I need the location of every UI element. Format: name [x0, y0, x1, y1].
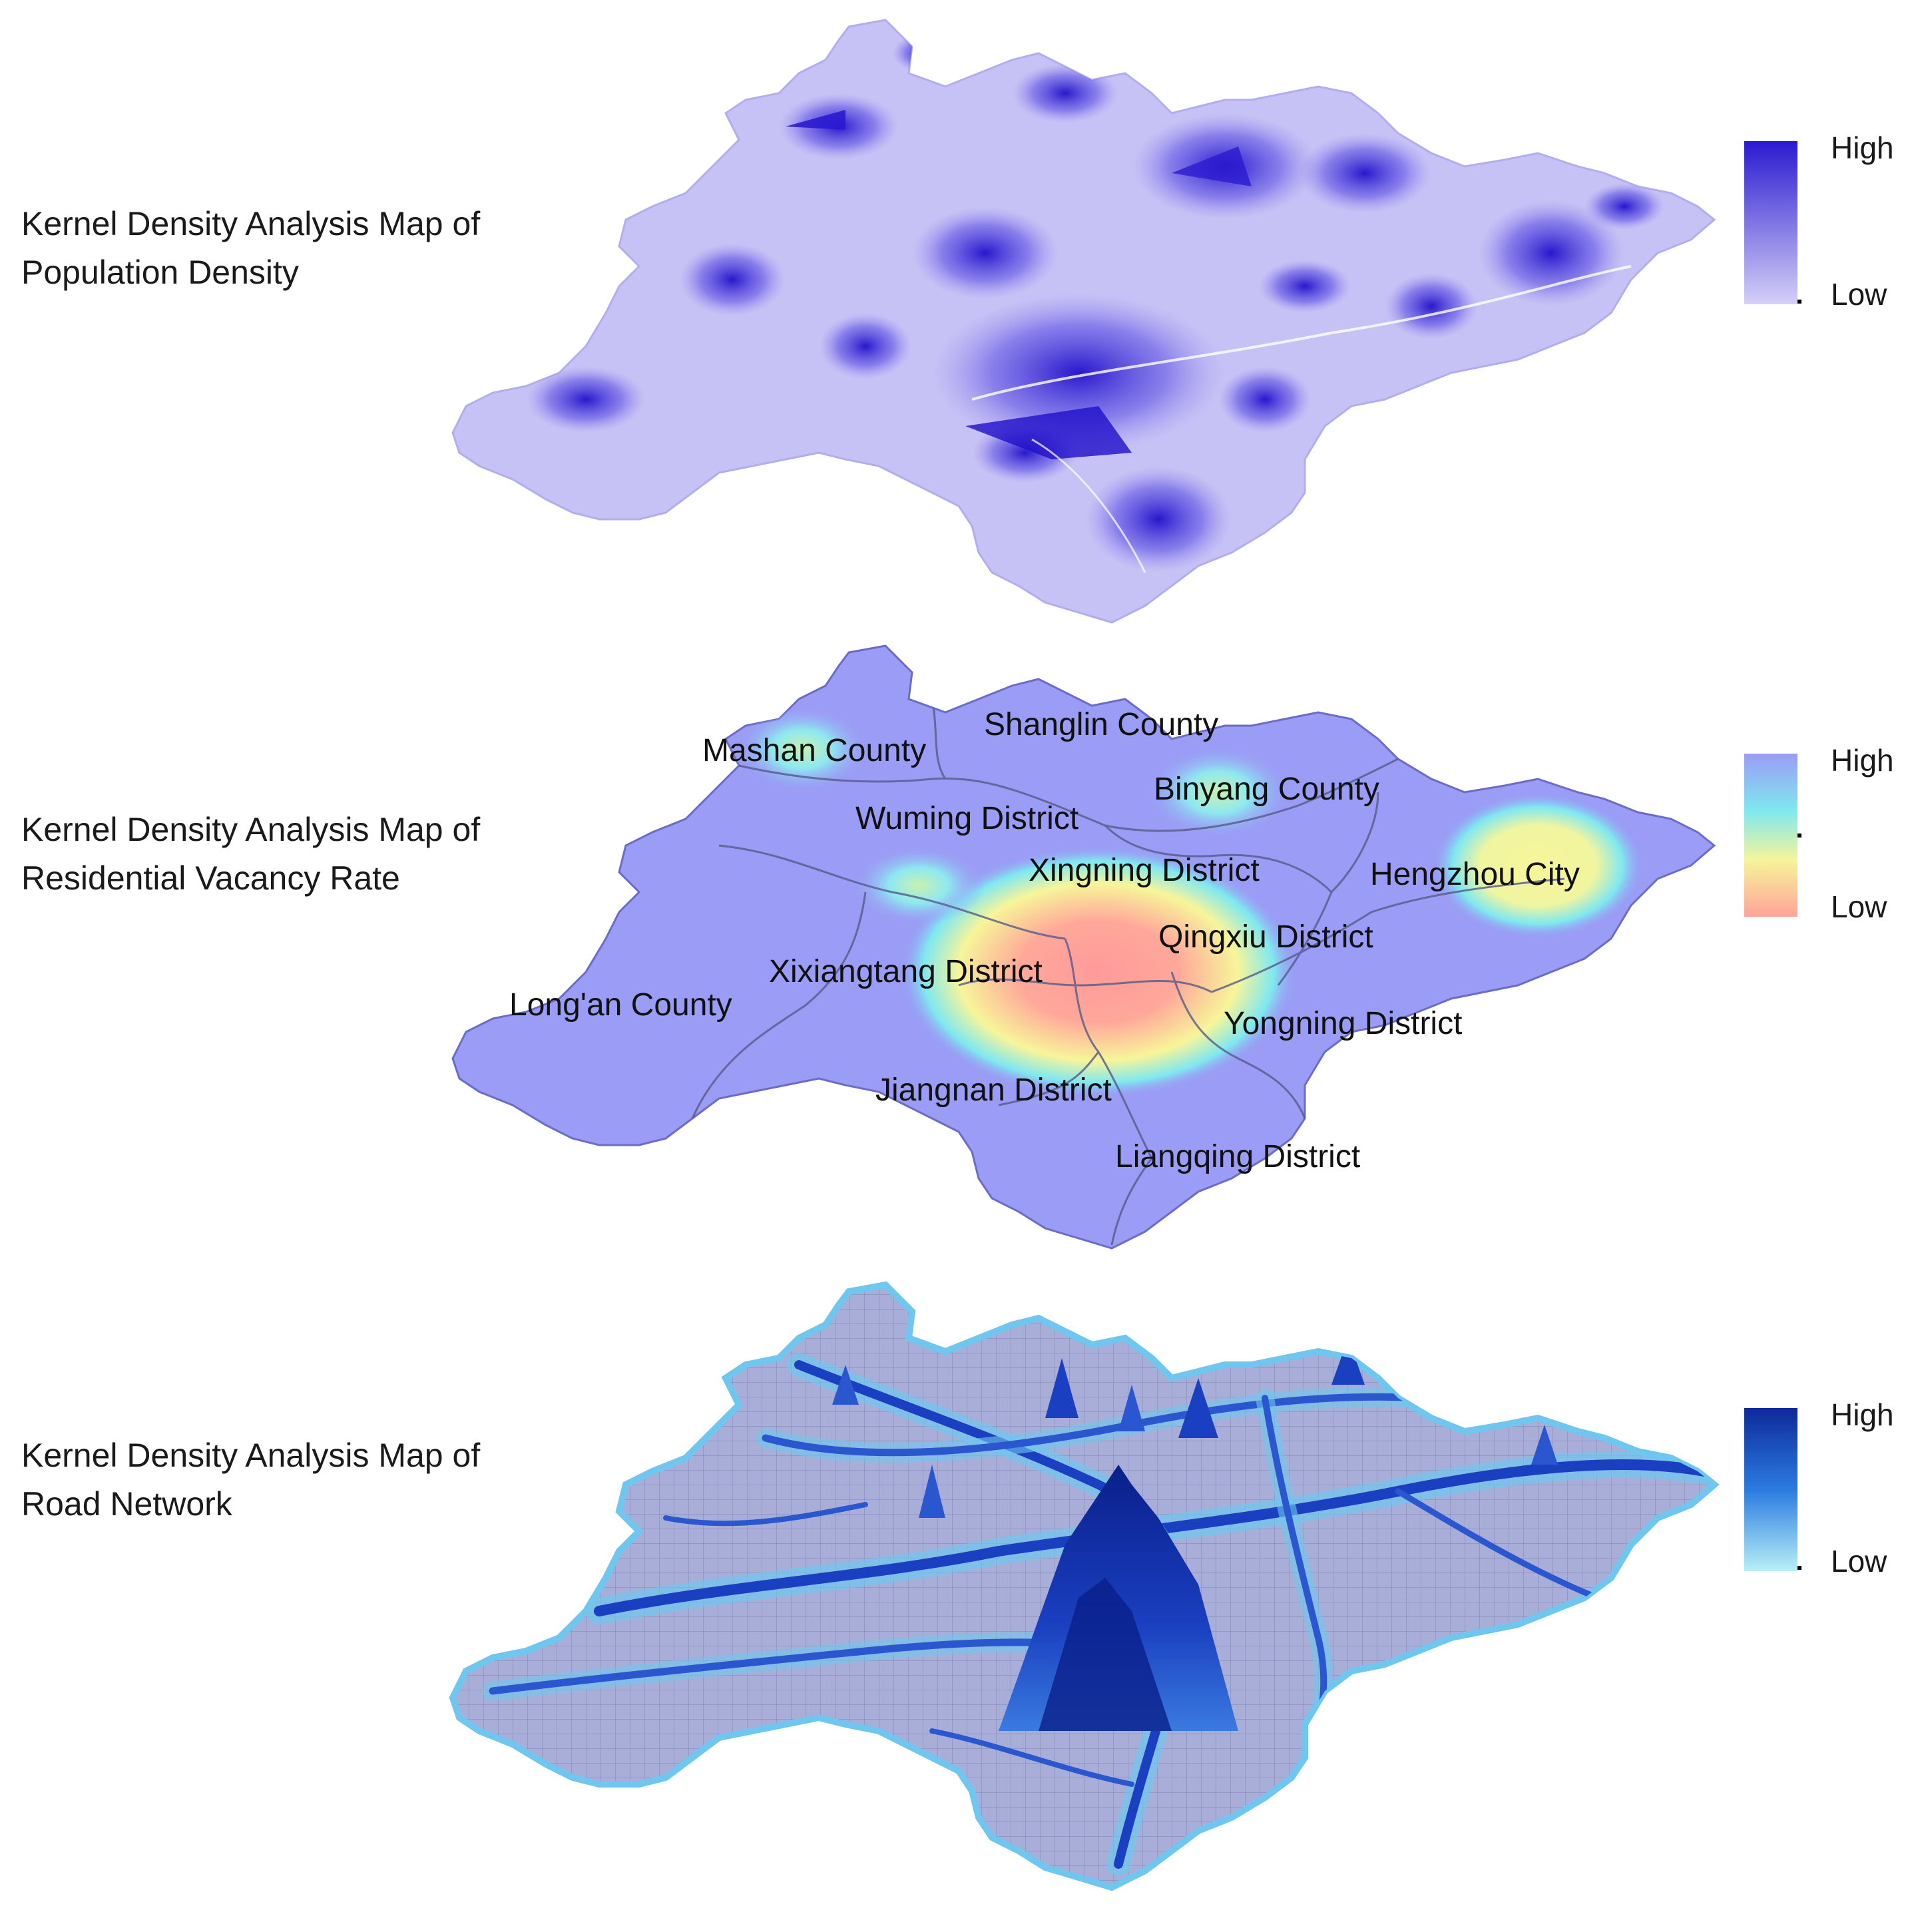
road-network-panel: Kernel Density Analysis Map of Road Netw… [0, 1265, 1908, 1891]
district-label: Xingning District [1029, 853, 1260, 888]
legend-marker [1797, 1566, 1801, 1570]
legend-low-label: Low [1831, 277, 1887, 312]
panel-title-line2: Road Network [21, 1485, 232, 1523]
panel-title-line1: Kernel Density Analysis Map of [21, 205, 481, 242]
population-density-panel: Kernel Density Analysis Map of Populatio… [0, 0, 1908, 626]
district-labels: Mashan County Shanglin County Binyang Co… [509, 707, 1580, 1174]
panel-title: Kernel Density Analysis Map of Populatio… [21, 200, 501, 297]
district-label: Liangqing District [1115, 1139, 1360, 1174]
legend-high-label: High [1831, 1397, 1894, 1432]
legend-high-label: High [1831, 130, 1894, 165]
road-legend-gradient [1744, 1408, 1797, 1571]
population-density-map [451, 19, 1716, 624]
population-legend-gradient [1744, 141, 1797, 304]
district-label: Shanglin County [984, 707, 1218, 742]
vacancy-legend-gradient [1744, 754, 1797, 917]
panel-title-line2: Population Density [21, 254, 299, 291]
district-label: Mashan County [702, 733, 926, 768]
density-peaks [832, 1338, 1558, 1731]
panel-title-line1: Kernel Density Analysis Map of [21, 811, 481, 848]
district-label: Yongning District [1224, 1006, 1462, 1041]
panel-title-line2: Residential Vacancy Rate [21, 859, 400, 897]
district-label: Wuming District [855, 801, 1078, 836]
district-label: Jiangnan District [875, 1073, 1112, 1108]
panel-title-line1: Kernel Density Analysis Map of [21, 1437, 481, 1474]
legend-low-label: Low [1831, 889, 1887, 924]
district-label: Hengzhou City [1370, 857, 1580, 892]
road-network-map [0, 1265, 1908, 1931]
legend-marker [1797, 834, 1801, 838]
legend-high-label: High [1831, 743, 1894, 778]
vacancy-rate-map: Mashan County Shanglin County Binyang Co… [451, 644, 1716, 1250]
district-label: Xixiangtang District [769, 954, 1043, 989]
district-label: Qingxiu District [1158, 919, 1373, 955]
district-label: Binyang County [1154, 772, 1379, 807]
vacancy-rate-panel: Kernel Density Analysis Map of Residenti… [0, 626, 1908, 1252]
legend-low-label: Low [1831, 1544, 1887, 1578]
panel-title: Kernel Density Analysis Map of Residenti… [21, 806, 501, 903]
district-label: Long'an County [509, 987, 732, 1023]
panel-title: Kernel Density Analysis Map of Road Netw… [21, 1431, 501, 1529]
legend-marker [1797, 300, 1801, 304]
